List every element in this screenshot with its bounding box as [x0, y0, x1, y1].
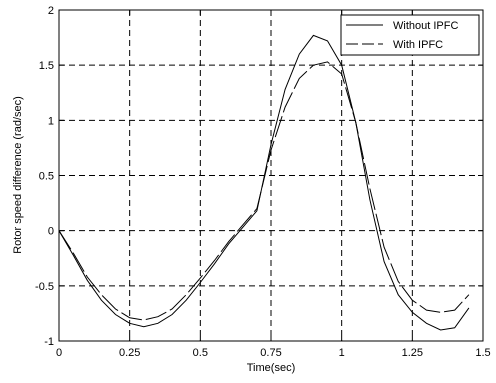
- y-axis-label: Rotor speed difference (rad/sec): [12, 96, 24, 254]
- series-line-with-ipfc: [58, 61, 470, 321]
- y-tick-label: 1.5: [39, 60, 54, 72]
- x-tick-label: 1.5: [475, 347, 490, 359]
- series-lines: [58, 34, 470, 331]
- axis-ticks: [58, 9, 484, 342]
- y-tick-label: 0.5: [39, 171, 54, 183]
- x-tick-label: 0.75: [260, 347, 281, 359]
- x-tick-label: 0: [56, 347, 62, 359]
- y-tick-label: -0.5: [35, 281, 54, 293]
- y-tick-label: 2: [48, 5, 54, 17]
- legend-box: [340, 14, 480, 56]
- x-axis-label: Time(sec): [247, 362, 295, 374]
- y-tick-label: 1: [48, 115, 54, 127]
- x-tick-label: 1.25: [402, 347, 423, 359]
- x-tick-label: 0.25: [119, 347, 140, 359]
- x-tick-label: 1: [339, 347, 345, 359]
- legend-label-with-ipfc: With IPFC: [393, 39, 443, 51]
- grid-lines: [59, 10, 483, 341]
- legend: Without IPFC With IPFC: [340, 14, 480, 56]
- x-tick-label: 0.5: [193, 347, 208, 359]
- legend-label-without-ipfc: Without IPFC: [393, 20, 458, 32]
- y-tick-label: -1: [44, 336, 54, 348]
- tick-labels: 0 0.25 0.5 0.75 1 1.25 1.5 -1 -0.5 0 0.5 1 1.5 2: [35, 5, 491, 359]
- y-tick-label: 0: [48, 226, 54, 238]
